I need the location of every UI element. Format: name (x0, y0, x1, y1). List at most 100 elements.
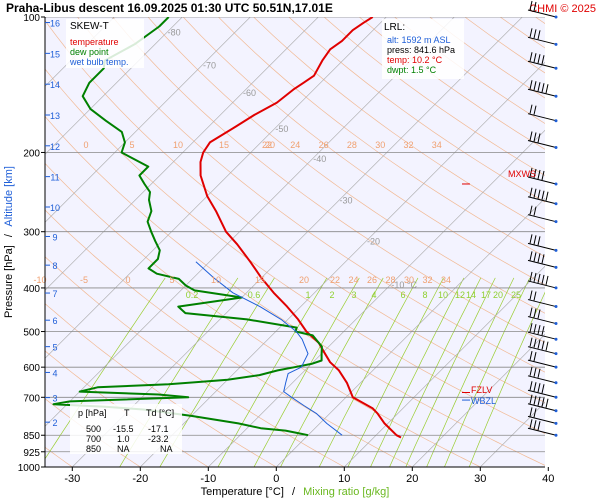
pressure-tick-label: 1000 (18, 463, 41, 474)
wind-barb (527, 205, 558, 224)
wind-barb-staff (527, 280, 557, 289)
wind-barb-feather (537, 54, 541, 64)
dry-adiabat (45, 68, 545, 434)
wind-barb (527, 323, 558, 341)
wind-barb-feather (541, 397, 545, 407)
wind-barb (527, 290, 558, 309)
wind-barb-staff (527, 415, 557, 424)
mixing-ratio-label: 0.2 (186, 290, 199, 300)
isotherm (45, 17, 251, 223)
wind-barb-feather (533, 420, 537, 430)
legend-title: SKEW-T (70, 21, 109, 32)
wind-barb-dot (554, 421, 558, 425)
mixing-ratio-line (253, 277, 360, 467)
altitude-tick-label: 14 (50, 80, 60, 90)
wind-barb-feather (529, 104, 533, 114)
wind-barb-dot (554, 182, 558, 186)
series-line-dew-point (52, 17, 323, 437)
wind-barb-feather (541, 170, 545, 181)
wind-barb-feather (537, 383, 541, 393)
chart-title: Praha-Libus descent 16.09.2025 01:30 UTC… (6, 1, 333, 15)
mixing-ratio-label: 1 (305, 290, 310, 300)
wind-barb-column (527, 0, 558, 437)
isotherm-label: -60 (243, 88, 256, 98)
wind-barb (527, 337, 558, 356)
altitude-tick-label: 4 (52, 368, 57, 378)
wind-barb (527, 394, 558, 413)
dry-adiabat (182, 17, 545, 286)
mixing-ratio-label: 17 (481, 290, 491, 300)
altitude-tick-label: 10 (50, 203, 60, 213)
dry-adiabat-label: 34 (432, 140, 442, 150)
dry-adiabat-label: 26 (319, 140, 329, 150)
wind-barb-feather (533, 272, 537, 283)
isotherm (45, 17, 319, 291)
wind-barb-feather (529, 28, 533, 38)
dry-adiabat-label: 28 (347, 140, 357, 150)
legend-item-wetbulb: wet bulb temp. (69, 57, 129, 67)
wind-barb-dot (554, 248, 558, 252)
wind-barb-feather (533, 308, 537, 318)
dry-adiabat-label: 30 (404, 275, 414, 285)
table-cell: 500 (86, 424, 101, 434)
wind-barb (527, 104, 558, 123)
wind-barb-feather (529, 381, 533, 391)
dry-adiabat-label: -5 (80, 275, 88, 285)
altitude-tick-label: 9 (52, 232, 57, 242)
legend-item-dewpoint: dew point (70, 47, 109, 57)
wind-barb-feather (529, 131, 533, 141)
fzlv-label: FZLV (471, 385, 492, 395)
altitude-tick-label: 2 (52, 418, 57, 428)
wind-barb (527, 52, 558, 70)
pressure-tick-label: 300 (23, 228, 40, 239)
lrl-pressure: press: 841.6 hPa (387, 45, 455, 55)
mixing-ratio-line (370, 277, 465, 467)
wind-barb-dot (554, 337, 558, 341)
mxws-label: MXWS (508, 169, 536, 179)
mixing-ratio-label: 0.6 (248, 290, 261, 300)
altitude-tick-label: 13 (50, 111, 60, 121)
wind-barb-staff (527, 403, 557, 412)
wind-barb-feather (533, 338, 537, 348)
isotherm-label: -40 (313, 154, 326, 164)
x-axis-label: Temperature [°C] / Mixing ratio [g/kg] (201, 486, 390, 498)
wind-barb (527, 271, 558, 290)
wind-barb-feather (529, 234, 533, 244)
wind-barb (527, 307, 558, 326)
pressure-tick-label: 100 (23, 13, 40, 24)
wind-barb-dot (554, 365, 558, 369)
wind-barb-staff (527, 259, 557, 268)
wind-barb-dot (554, 202, 558, 206)
wind-barb-staff (527, 60, 557, 69)
wind-barb-feather (529, 251, 533, 261)
lrl-box: LRL: alt: 1592 m ASL press: 841.6 hPa te… (382, 19, 464, 79)
wind-barb-feather (529, 205, 533, 215)
mixing-ratio-label: 2 (329, 290, 334, 300)
wind-barb-feather (545, 275, 549, 286)
wind-barb-feather (533, 252, 537, 262)
dry-adiabat-label: 32 (422, 275, 432, 285)
lrl-altitude: alt: 1592 m ASL (387, 35, 451, 45)
wind-barb-feather (529, 167, 533, 178)
wind-barb-feather (545, 84, 549, 94)
wind-barb-feather (541, 254, 545, 264)
dry-adiabat-label: 34 (441, 275, 451, 285)
y-axis-label-separator: / (3, 233, 15, 237)
wind-barb-feather (529, 337, 533, 347)
wind-barb-feather (537, 189, 541, 199)
wind-barb-feather (537, 421, 541, 431)
dry-adiabat-label: 0 (83, 140, 88, 150)
wind-barb-feather (529, 0, 533, 11)
wind-barb-feather (545, 341, 549, 351)
dry-adiabat-label: 5 (169, 275, 174, 285)
wind-barb-dot (554, 322, 558, 326)
dry-adiabat-label: 10 (173, 140, 183, 150)
temperature-tick-label: -10 (200, 473, 216, 485)
wind-barb-feather (537, 169, 541, 180)
mixing-ratio-label: 12 (455, 290, 465, 300)
wind-barb-feather (545, 191, 549, 201)
copyright-label: CHMI © 2025 (529, 3, 596, 15)
wind-barb-feather (529, 419, 533, 429)
temperature-tick-label: -30 (64, 473, 80, 485)
